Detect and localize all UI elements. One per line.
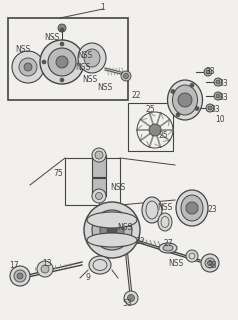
Ellipse shape (173, 85, 198, 115)
Circle shape (37, 261, 53, 277)
Circle shape (124, 291, 138, 305)
Text: 38: 38 (207, 260, 217, 269)
Circle shape (186, 202, 198, 214)
Ellipse shape (87, 233, 137, 247)
Text: 33: 33 (218, 92, 228, 101)
Text: NSS: NSS (77, 51, 93, 60)
Circle shape (208, 106, 212, 110)
Text: 13: 13 (42, 260, 52, 268)
Circle shape (216, 94, 220, 98)
Text: NSS: NSS (44, 33, 60, 42)
Ellipse shape (176, 190, 208, 226)
Circle shape (10, 266, 30, 286)
Ellipse shape (87, 212, 137, 228)
Circle shape (201, 254, 219, 272)
Circle shape (100, 218, 124, 242)
Ellipse shape (158, 213, 172, 231)
Circle shape (124, 74, 129, 78)
Text: 27: 27 (163, 238, 173, 247)
Circle shape (149, 124, 161, 136)
Circle shape (92, 210, 132, 250)
Ellipse shape (181, 195, 203, 221)
Circle shape (17, 273, 23, 279)
Text: 10: 10 (215, 116, 225, 124)
Text: 9: 9 (86, 273, 90, 282)
Text: 33: 33 (210, 106, 220, 115)
Bar (128, 103, 173, 151)
Text: 75: 75 (53, 169, 63, 178)
Circle shape (190, 83, 194, 87)
Circle shape (14, 270, 26, 282)
Circle shape (41, 265, 49, 273)
Text: 33: 33 (205, 68, 215, 76)
Ellipse shape (163, 245, 173, 251)
Ellipse shape (142, 197, 162, 223)
Ellipse shape (84, 49, 100, 67)
Text: 22: 22 (131, 91, 141, 100)
Circle shape (60, 42, 64, 46)
Circle shape (92, 148, 106, 162)
Bar (92, 155, 106, 177)
Circle shape (205, 258, 215, 268)
Circle shape (204, 68, 212, 76)
Circle shape (214, 78, 222, 86)
Text: 25: 25 (158, 131, 168, 140)
Circle shape (94, 211, 104, 221)
Text: NSS: NSS (75, 63, 91, 73)
Circle shape (56, 56, 68, 68)
Text: NSS: NSS (157, 203, 173, 212)
Circle shape (214, 92, 222, 100)
Text: 53: 53 (122, 299, 132, 308)
Text: NSS: NSS (97, 84, 113, 92)
Circle shape (95, 151, 103, 159)
Circle shape (195, 107, 199, 110)
Text: 23: 23 (207, 205, 217, 214)
Text: NSS: NSS (117, 223, 133, 233)
Text: NSS: NSS (82, 76, 98, 84)
Circle shape (107, 225, 117, 235)
Circle shape (40, 40, 84, 84)
Circle shape (95, 193, 103, 199)
Circle shape (48, 48, 76, 76)
Bar (92, 178, 106, 196)
Bar (8, 18, 128, 100)
Circle shape (24, 63, 32, 71)
Text: 33: 33 (218, 78, 228, 87)
Circle shape (84, 202, 140, 258)
Circle shape (206, 70, 210, 74)
Circle shape (60, 78, 64, 82)
Circle shape (121, 71, 131, 81)
Ellipse shape (159, 243, 177, 253)
Text: 17: 17 (9, 260, 19, 269)
Circle shape (206, 104, 214, 112)
Circle shape (176, 113, 180, 117)
Circle shape (171, 90, 175, 93)
Circle shape (78, 60, 82, 64)
Text: NSS: NSS (15, 45, 31, 54)
Ellipse shape (78, 43, 106, 73)
Circle shape (216, 80, 220, 84)
Circle shape (186, 250, 198, 262)
Text: 32: 32 (135, 236, 145, 245)
Circle shape (128, 294, 134, 301)
Circle shape (12, 51, 44, 83)
Text: 1: 1 (101, 3, 105, 12)
Ellipse shape (168, 80, 203, 120)
Circle shape (60, 28, 64, 32)
Text: NSS: NSS (110, 182, 126, 191)
Ellipse shape (89, 256, 111, 274)
Circle shape (58, 24, 66, 32)
Circle shape (208, 260, 213, 266)
Text: 25: 25 (145, 106, 155, 115)
Circle shape (19, 58, 37, 76)
Text: NSS: NSS (168, 260, 184, 268)
Circle shape (92, 189, 106, 203)
Circle shape (178, 93, 192, 107)
Circle shape (42, 60, 46, 64)
